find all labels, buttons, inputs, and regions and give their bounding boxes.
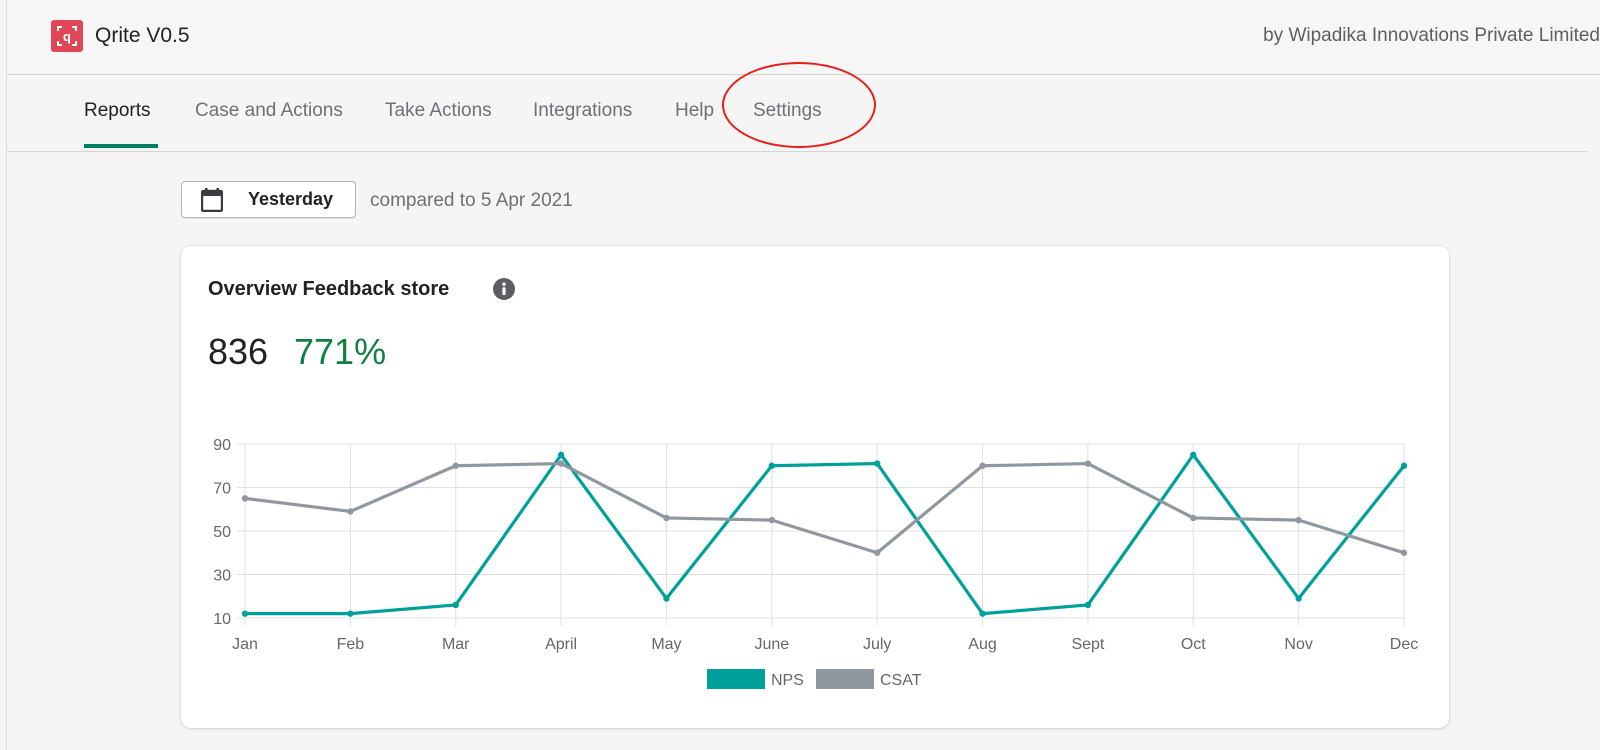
nps-data-point bbox=[241, 610, 249, 617]
date-range-label: Yesterday bbox=[248, 189, 334, 209]
settings-highlight-circle bbox=[722, 62, 876, 148]
x-tick-label: Nov bbox=[1284, 636, 1312, 653]
nps-data-point bbox=[452, 601, 459, 609]
x-tick-label: Oct bbox=[1181, 636, 1206, 653]
tab-help[interactable]: Help bbox=[675, 100, 715, 121]
nps-legend-label: NPS bbox=[771, 672, 804, 689]
csat-data-point bbox=[241, 495, 249, 502]
calendar-icon bbox=[201, 188, 223, 212]
x-tick-label: June bbox=[754, 636, 789, 653]
window-left-border bbox=[6, 0, 7, 750]
csat-data-point bbox=[1084, 460, 1092, 467]
y-tick-label: 50 bbox=[213, 524, 231, 541]
nps-data-point bbox=[979, 610, 986, 617]
tab-take-actions[interactable]: Take Actions bbox=[385, 100, 492, 121]
nps-data-point bbox=[1400, 462, 1408, 469]
csat-data-point bbox=[768, 516, 776, 524]
x-tick-label: Aug bbox=[968, 636, 996, 653]
csat-data-point bbox=[452, 462, 459, 469]
nps-data-point bbox=[557, 451, 565, 459]
feedback-line-chart: 10 30 50 70 90 Jan Feb Mar April May June July Aug Se… bbox=[213, 437, 1418, 689]
metric-value: 836 bbox=[208, 331, 269, 372]
nps-data-point bbox=[347, 610, 354, 617]
nps-data-point bbox=[873, 460, 881, 467]
x-tick-label: April bbox=[545, 636, 577, 653]
qrite-logo: q bbox=[51, 20, 83, 52]
card-title: Overview Feedback store bbox=[208, 278, 450, 300]
overview-card: Overview Feedback store 836 771% 10 30 50 7… bbox=[181, 246, 1449, 728]
csat-data-point bbox=[557, 460, 565, 467]
csat-data-point bbox=[1295, 516, 1302, 524]
y-tick-label: 10 bbox=[213, 611, 231, 628]
active-tab-indicator bbox=[84, 144, 158, 148]
nps-data-point bbox=[1190, 451, 1197, 459]
x-tick-label: July bbox=[863, 636, 891, 653]
y-tick-label: 70 bbox=[213, 481, 231, 498]
x-tick-label: May bbox=[651, 636, 681, 653]
csat-series-line bbox=[244, 461, 1405, 555]
csat-data-point bbox=[979, 462, 986, 469]
date-range-button[interactable]: Yesterday bbox=[181, 181, 356, 218]
nps-series-line bbox=[245, 453, 1406, 616]
x-tick-label: Dec bbox=[1390, 636, 1418, 653]
x-tick-label: Jan bbox=[232, 636, 258, 653]
csat-legend-swatch bbox=[816, 669, 874, 689]
svg-text:q: q bbox=[63, 29, 71, 44]
x-tick-label: Mar bbox=[442, 636, 470, 653]
info-icon[interactable] bbox=[493, 278, 515, 300]
nps-data-point bbox=[663, 595, 670, 602]
y-tick-label: 30 bbox=[213, 568, 231, 585]
nps-data-point bbox=[1295, 595, 1302, 602]
csat-data-point bbox=[1400, 549, 1408, 556]
x-tick-label: Feb bbox=[337, 636, 365, 653]
nps-data-point bbox=[1084, 601, 1092, 609]
csat-data-point bbox=[663, 514, 670, 522]
tab-case-and-actions[interactable]: Case and Actions bbox=[195, 100, 343, 121]
comparison-text: compared to 5 Apr 2021 bbox=[370, 190, 573, 211]
nps-data-point bbox=[768, 462, 776, 469]
metric-change: 771% bbox=[294, 331, 387, 372]
y-tick-label: 90 bbox=[213, 437, 231, 454]
x-tick-label: Sept bbox=[1071, 636, 1104, 653]
csat-legend-label: CSAT bbox=[880, 672, 922, 689]
csat-data-point bbox=[873, 549, 881, 556]
nps-legend-swatch bbox=[707, 669, 765, 689]
tab-reports[interactable]: Reports bbox=[84, 100, 151, 121]
tab-integrations[interactable]: Integrations bbox=[533, 100, 633, 121]
company-byline: by Wipadika Innovations Private Limited bbox=[1263, 25, 1600, 46]
app-title: Qrite V0.5 bbox=[95, 24, 190, 47]
csat-data-point bbox=[1190, 514, 1197, 522]
csat-data-point bbox=[347, 508, 354, 515]
